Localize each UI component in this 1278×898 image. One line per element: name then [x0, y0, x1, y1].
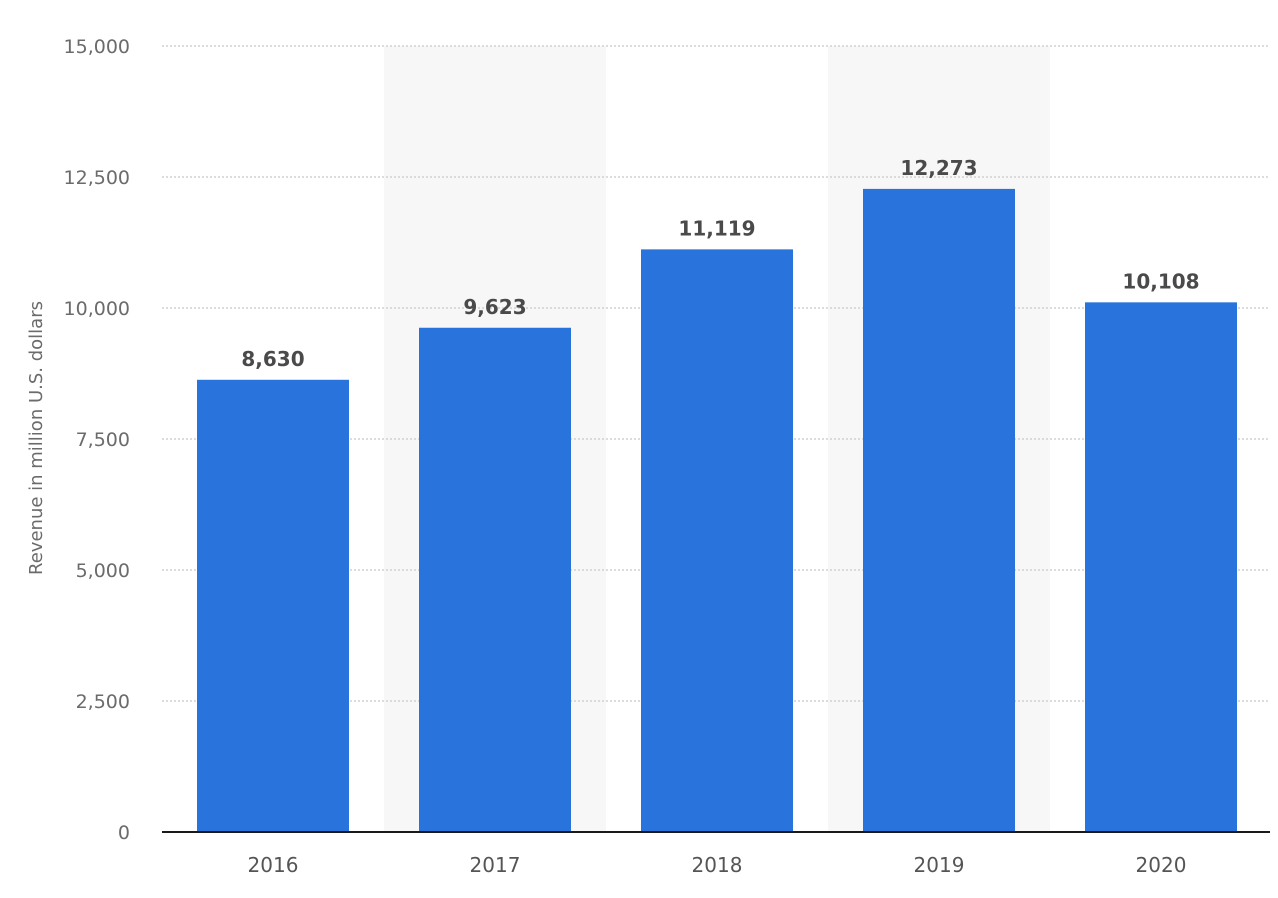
- bar: [863, 188, 1015, 833]
- x-axis-ticks: 2016 2017 2018 2019 2020: [248, 853, 1187, 877]
- bar: [1085, 302, 1237, 832]
- data-labels: 8,630 9,623 11,119 12,273 10,108: [241, 156, 1199, 371]
- data-label: 12,273: [900, 156, 977, 180]
- x-tick-label: 2017: [470, 853, 521, 877]
- y-tick-label: 12,500: [64, 167, 130, 189]
- y-tick-label: 0: [118, 822, 130, 844]
- y-tick-label: 5,000: [76, 560, 130, 582]
- bars: [197, 188, 1237, 833]
- bar: [419, 327, 571, 832]
- x-tick-label: 2018: [692, 853, 743, 877]
- y-tick-label: 7,500: [76, 429, 130, 451]
- x-tick-label: 2020: [1136, 853, 1187, 877]
- x-tick-label: 2016: [248, 853, 299, 877]
- y-tick-label: 10,000: [64, 298, 130, 320]
- y-axis-title: Revenue in million U.S. dollars: [26, 301, 47, 575]
- x-tick-label: 2019: [914, 853, 965, 877]
- y-tick-label: 2,500: [76, 691, 130, 713]
- y-axis-ticks: 0 2,500 5,000 7,500 10,000 12,500 15,000: [64, 36, 130, 844]
- bar: [197, 379, 349, 832]
- data-label: 11,119: [678, 216, 755, 240]
- data-label: 10,108: [1122, 269, 1199, 293]
- data-label: 8,630: [241, 347, 304, 371]
- bar: [641, 249, 793, 833]
- data-label: 9,623: [463, 295, 526, 319]
- y-tick-label: 15,000: [64, 36, 130, 58]
